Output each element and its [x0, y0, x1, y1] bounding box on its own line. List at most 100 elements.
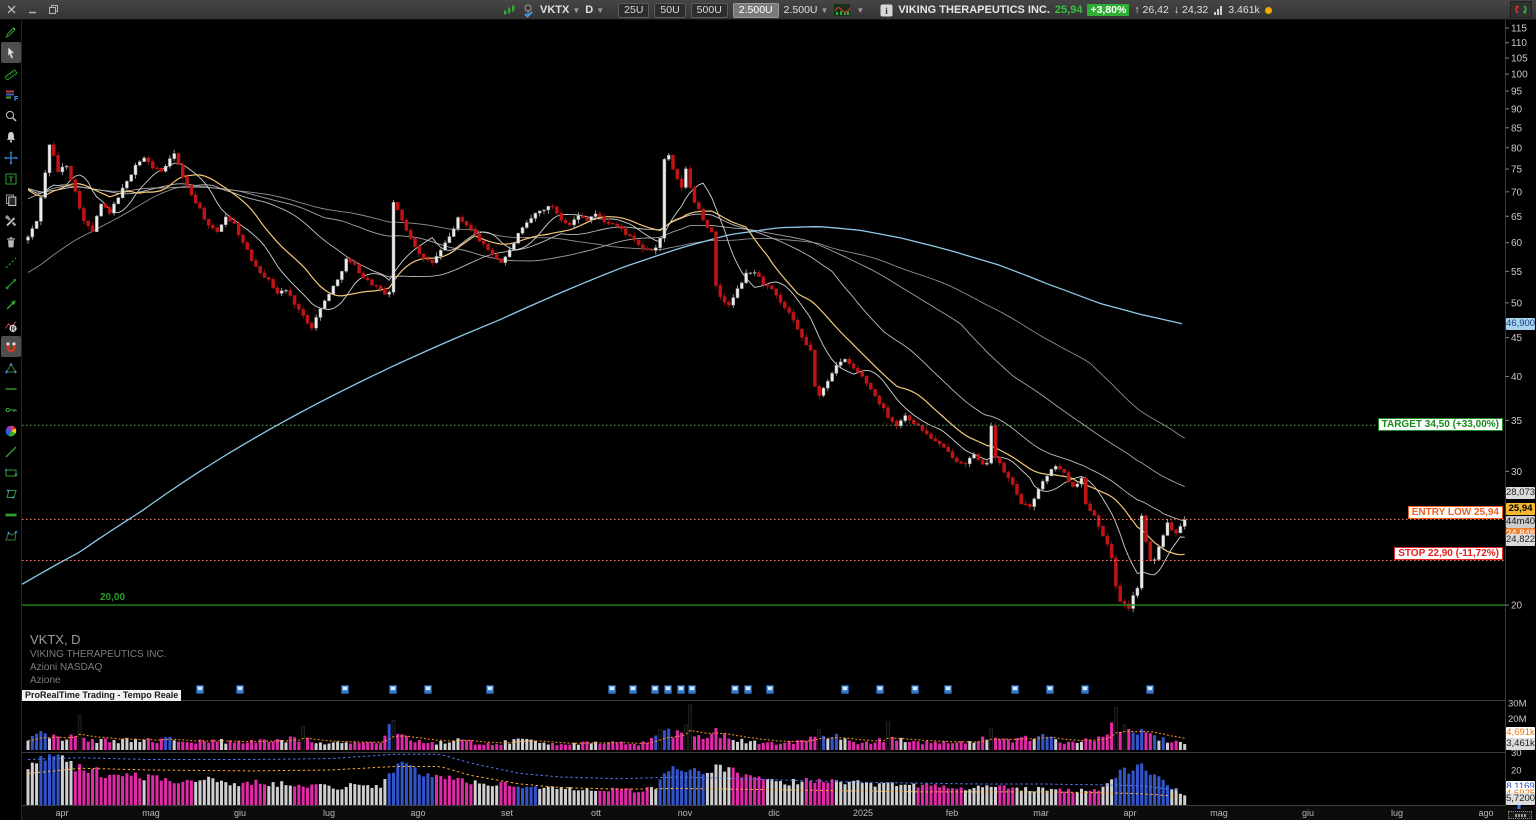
candle-body[interactable]: [344, 258, 348, 272]
candle-body[interactable]: [357, 264, 361, 274]
indicator-bar[interactable]: [181, 781, 185, 805]
volume-bar[interactable]: [413, 742, 417, 750]
news-icon[interactable]: [236, 685, 244, 694]
time-scale-slider[interactable]: [1508, 811, 1532, 819]
volume-bar[interactable]: [318, 742, 322, 750]
indicator-bar[interactable]: [761, 779, 765, 805]
indicator-bar[interactable]: [731, 767, 735, 805]
ma-10-line[interactable]: [27, 162, 1185, 576]
indicator-bar[interactable]: [912, 783, 916, 805]
volume-bar[interactable]: [521, 738, 524, 750]
indicator-bar[interactable]: [503, 781, 507, 805]
indicator-bar[interactable]: [989, 786, 993, 805]
volume-bar[interactable]: [903, 742, 907, 750]
volume-bar[interactable]: [73, 736, 77, 750]
candle-body[interactable]: [598, 213, 602, 217]
indicator-bar[interactable]: [1183, 795, 1187, 805]
indicator-bar[interactable]: [121, 776, 125, 805]
candle-body[interactable]: [168, 158, 172, 167]
indicator-bar[interactable]: [968, 789, 972, 805]
indicator-bar[interactable]: [1127, 773, 1131, 805]
candle-body[interactable]: [1023, 503, 1028, 505]
indicator-bar[interactable]: [456, 777, 460, 805]
candle-body[interactable]: [877, 395, 882, 404]
tool-trash[interactable]: [1, 231, 21, 252]
indicator-bar[interactable]: [693, 768, 696, 805]
candle-body[interactable]: [1165, 522, 1170, 536]
volume-bar[interactable]: [744, 743, 748, 750]
news-icon[interactable]: [486, 685, 494, 694]
indicator-bar[interactable]: [602, 790, 606, 805]
candle-body[interactable]: [748, 272, 753, 274]
volume-bar[interactable]: [671, 737, 675, 750]
indicator-bar[interactable]: [994, 786, 997, 805]
candle-body[interactable]: [989, 425, 993, 464]
indicator-bar[interactable]: [1097, 790, 1101, 805]
candle-body[interactable]: [520, 227, 525, 234]
candle-body[interactable]: [1144, 515, 1148, 542]
indicator-bar[interactable]: [1037, 786, 1040, 805]
indicator-bar[interactable]: [409, 764, 413, 805]
units-dropdown[interactable]: 2.500U ▼: [784, 4, 829, 16]
indicator-bar[interactable]: [508, 785, 512, 805]
candle-body[interactable]: [912, 419, 916, 424]
candle-body[interactable]: [907, 415, 912, 421]
indicator-bar[interactable]: [1028, 791, 1032, 805]
volume-bar[interactable]: [280, 739, 284, 750]
news-icon[interactable]: [731, 685, 739, 694]
candle-body[interactable]: [886, 407, 890, 418]
news-icon[interactable]: [911, 685, 919, 694]
candle-body[interactable]: [847, 358, 852, 365]
candle-body[interactable]: [795, 319, 800, 330]
candle-body[interactable]: [159, 167, 164, 172]
volume-bar[interactable]: [159, 738, 163, 750]
volume-bar[interactable]: [1114, 707, 1118, 751]
volume-bar[interactable]: [310, 742, 314, 750]
indicator-bar[interactable]: [1067, 788, 1071, 805]
candle-body[interactable]: [929, 433, 933, 440]
indicator-bar[interactable]: [929, 785, 933, 805]
news-icon[interactable]: [688, 685, 696, 694]
candle-body[interactable]: [34, 221, 39, 229]
volume-bar[interactable]: [551, 743, 555, 750]
candle-body[interactable]: [821, 387, 826, 396]
volume-bar[interactable]: [232, 742, 236, 750]
indicator-bar[interactable]: [155, 775, 159, 805]
candle-body[interactable]: [396, 202, 400, 211]
candle-body[interactable]: [142, 157, 146, 162]
volume-bar[interactable]: [30, 736, 34, 750]
indicator-bar[interactable]: [1092, 789, 1096, 805]
candle-body[interactable]: [778, 294, 783, 303]
candle-body[interactable]: [606, 221, 611, 224]
candle-body[interactable]: [615, 223, 619, 227]
indicator-bar[interactable]: [271, 782, 275, 805]
indicator-bar[interactable]: [387, 773, 391, 805]
indicator-bar[interactable]: [903, 784, 907, 805]
candle-body[interactable]: [998, 457, 1002, 464]
indicator-bar[interactable]: [1075, 792, 1079, 805]
volume-bar[interactable]: [847, 740, 851, 750]
volume-bar[interactable]: [422, 743, 426, 750]
volume-bar[interactable]: [731, 740, 735, 750]
indicator-bar[interactable]: [361, 785, 365, 805]
indicator-bar[interactable]: [52, 756, 56, 805]
volume-bar[interactable]: [1028, 740, 1032, 750]
volume-bar[interactable]: [572, 742, 576, 750]
news-icon[interactable]: [944, 685, 952, 694]
volume-bar[interactable]: [314, 743, 318, 750]
candle-body[interactable]: [1118, 585, 1122, 602]
indicator-bar[interactable]: [297, 784, 301, 805]
indicator-bar[interactable]: [955, 788, 959, 805]
volume-bar[interactable]: [486, 742, 490, 750]
volume-bar[interactable]: [826, 738, 830, 750]
candle-body[interactable]: [490, 249, 495, 255]
volume-bar[interactable]: [619, 741, 623, 750]
volume-bar[interactable]: [1166, 742, 1169, 750]
indicator-bar[interactable]: [1002, 785, 1006, 805]
indicator-bar[interactable]: [1011, 787, 1015, 805]
volume-bar[interactable]: [26, 740, 30, 750]
candle-body[interactable]: [129, 174, 133, 182]
candle-body[interactable]: [967, 457, 972, 465]
indicator-bar[interactable]: [125, 773, 129, 805]
volume-bar[interactable]: [1084, 738, 1088, 750]
